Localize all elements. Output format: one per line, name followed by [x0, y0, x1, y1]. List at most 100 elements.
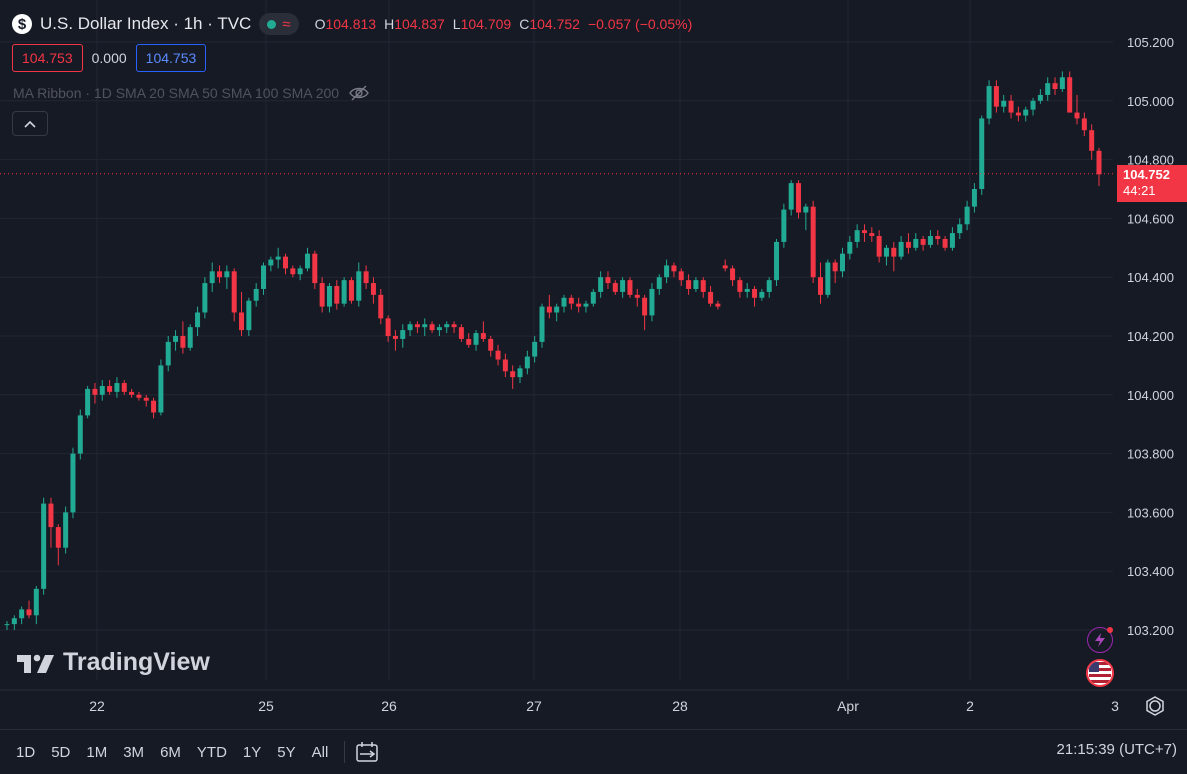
y-axis-tick-label: 103.400: [1127, 564, 1174, 579]
tradingview-logo[interactable]: TradingView: [17, 648, 210, 677]
x-axis-tick-label: 28: [672, 698, 688, 714]
candle-body: [378, 294, 384, 319]
market-status-pill[interactable]: ≈: [259, 13, 299, 35]
candle-body: [268, 259, 274, 266]
candle-body: [971, 189, 977, 207]
candle-body: [173, 336, 179, 342]
candle-body: [561, 297, 567, 307]
candle-body: [590, 291, 596, 304]
candle-body: [480, 333, 486, 339]
timeframe-1d[interactable]: 1D: [16, 743, 36, 761]
candle-body: [385, 318, 391, 336]
timeframe-1m[interactable]: 1M: [86, 743, 108, 761]
candle-body: [839, 253, 845, 272]
x-axis-tick-label: 27: [526, 698, 542, 714]
eye-crossed-icon[interactable]: [349, 84, 369, 102]
chart-header: $ U.S. Dollar Index · 1h · TVC ≈ O104.81…: [12, 12, 692, 36]
timeframe-6m[interactable]: 6M: [160, 743, 181, 761]
candle-body: [1074, 112, 1080, 119]
ohlc-value-high: 104.837: [394, 16, 445, 32]
candle-body: [634, 294, 640, 298]
candle-body: [781, 209, 787, 242]
chevron-up-icon: [24, 120, 36, 128]
sell-price-button[interactable]: 104.753: [12, 44, 83, 72]
x-axis-tick-label: 25: [258, 698, 274, 714]
candle-body: [883, 247, 889, 257]
candle-body: [348, 280, 354, 301]
candle-body: [466, 338, 472, 345]
timeframe-ytd[interactable]: YTD: [196, 743, 227, 761]
candle-body: [158, 365, 164, 413]
ohlc-label-high: H: [384, 16, 395, 32]
price-chart[interactable]: 105.200 105.000 104.800 104.600 104.400 104.2…: [0, 0, 1187, 729]
ohlc-value-close: 104.752: [529, 16, 580, 32]
candle-body: [11, 618, 17, 625]
buy-price-button[interactable]: 104.753: [135, 44, 207, 72]
lightning-icon[interactable]: [1087, 627, 1113, 653]
timeframe-1y[interactable]: 1Y: [242, 743, 262, 761]
candle-body: [297, 268, 303, 275]
candle-body: [41, 503, 47, 589]
timeframe-5d[interactable]: 5D: [51, 743, 71, 761]
candle-body: [312, 253, 318, 284]
candle-body: [737, 280, 743, 292]
timeframe-buttons: 1D 5D 1M 3M 6M YTD 1Y 5Y All: [10, 740, 334, 765]
candle-body: [444, 324, 450, 328]
collapse-legend-button[interactable]: [12, 111, 48, 136]
candle-body: [774, 241, 780, 281]
clock-timezone[interactable]: 21:15:39 (UTC+7): [1056, 741, 1177, 758]
candle-body: [1015, 112, 1021, 116]
timeframe-5y[interactable]: 5Y: [277, 743, 296, 761]
candle-body: [246, 300, 252, 331]
candle-body: [209, 271, 215, 284]
candle-body: [334, 286, 340, 304]
us-flag-icon[interactable]: [1086, 659, 1114, 687]
market-open-dot-icon: [267, 19, 277, 29]
candle-body: [451, 324, 457, 328]
candle-body: [861, 230, 867, 234]
candle-body: [261, 265, 267, 289]
candle-body: [1008, 100, 1014, 113]
candle-body: [957, 224, 963, 234]
candle-body: [165, 341, 171, 366]
current-price-badge: 104.752 44:21: [1117, 165, 1187, 202]
candle-body: [370, 283, 376, 295]
candle-body: [803, 206, 809, 213]
candle-body: [400, 330, 406, 339]
candle-body: [898, 241, 904, 257]
candle-body: [546, 306, 552, 313]
spread-value: 0.000: [91, 50, 127, 66]
ohlc-values: O104.813 H104.837 L104.709 C104.752 −0.0…: [315, 16, 693, 32]
toolbar-divider: [344, 741, 346, 763]
bottom-toolbar: 1D 5D 1M 3M 6M YTD 1Y 5Y All 21:15:39 (UTC+7): [0, 729, 1187, 774]
candle-body: [620, 280, 626, 292]
candle-body: [876, 236, 882, 257]
candle-body: [70, 453, 76, 513]
candle-body: [1089, 130, 1095, 151]
candle-body: [649, 288, 655, 316]
current-price-value: 104.752: [1123, 167, 1170, 182]
candle-body: [818, 277, 824, 295]
ohlc-label-low: L: [452, 16, 461, 32]
candle-body: [752, 288, 758, 298]
candle-body: [290, 268, 296, 275]
timeframe-3m[interactable]: 3M: [123, 743, 145, 761]
candle-body: [949, 233, 955, 248]
candle-body: [239, 312, 245, 331]
candle-body: [847, 241, 853, 254]
settings-gear-icon[interactable]: [1149, 700, 1161, 712]
candle-body: [583, 303, 589, 307]
date-range-calendar-icon[interactable]: [355, 741, 379, 763]
candle-body: [217, 271, 223, 278]
tv-logo-icon: [17, 654, 54, 673]
candle-body: [33, 588, 39, 616]
candle-body: [693, 280, 699, 289]
indicator-legend[interactable]: MA Ribbon · 1D SMA 20 SMA 50 SMA 100 SMA…: [13, 84, 369, 102]
dollar-symbol-icon[interactable]: $: [12, 14, 32, 34]
candle-body: [700, 280, 706, 292]
candle-body: [48, 503, 54, 528]
candle-body: [392, 336, 398, 339]
timeframe-all[interactable]: All: [311, 743, 329, 761]
symbol-title[interactable]: U.S. Dollar Index · 1h · TVC: [40, 14, 252, 33]
candle-body: [627, 280, 633, 295]
